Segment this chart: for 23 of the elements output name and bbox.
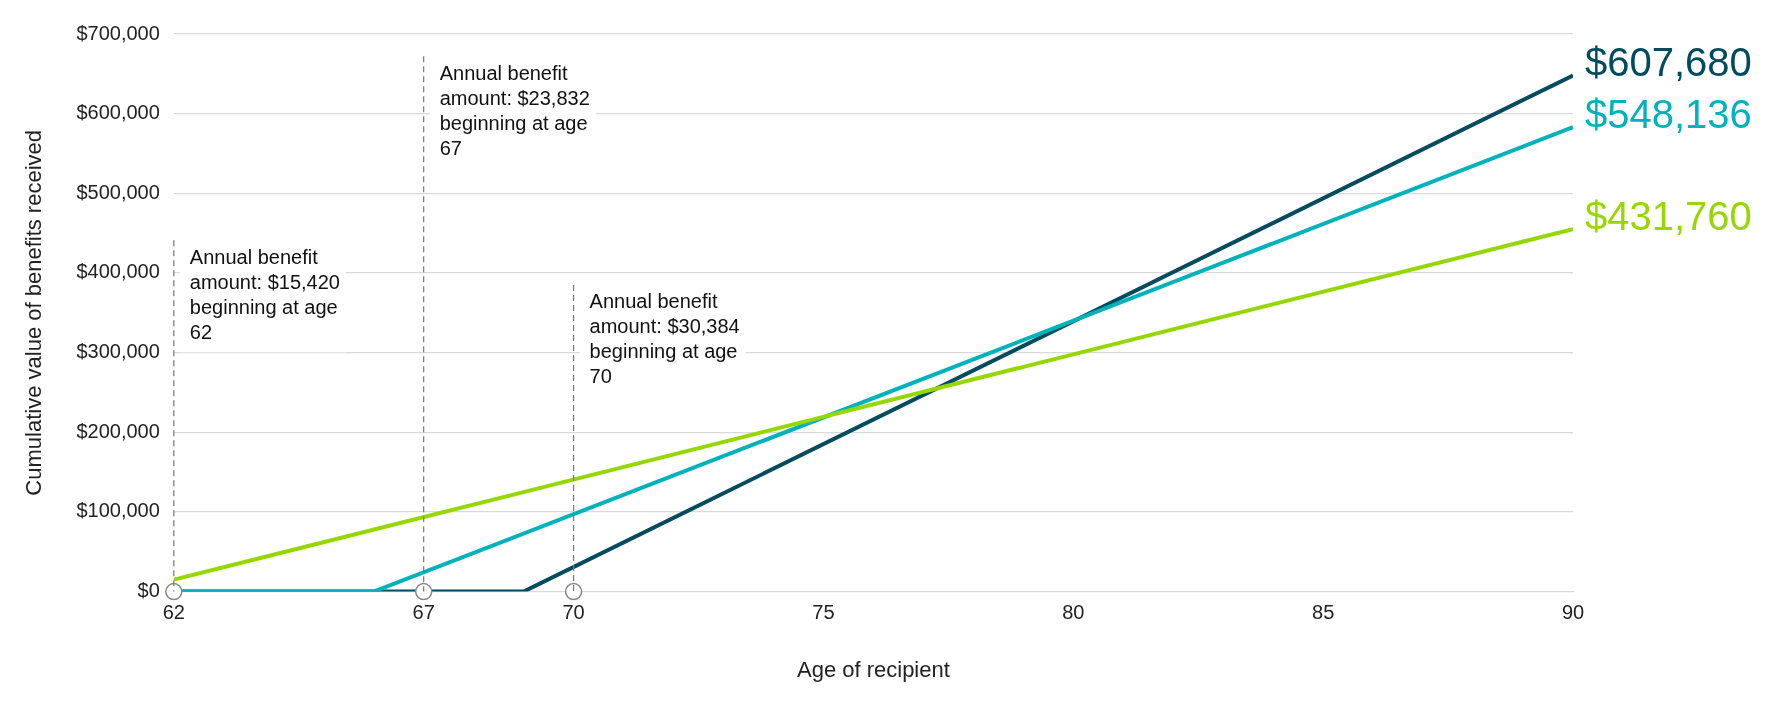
x-tick-label: 75 <box>812 601 835 624</box>
text: $607,680 <box>1585 40 1752 85</box>
x-tick-label: 70 <box>562 601 585 624</box>
y-axis-title: Cumulative value of benefits received <box>21 129 47 496</box>
x-tick-label: 62 <box>162 601 185 624</box>
y-tick-label: $700,000 <box>76 21 160 44</box>
x-tick-label: 80 <box>1062 601 1085 624</box>
y-tick-label: $300,000 <box>76 340 160 363</box>
y-tick-label: $600,000 <box>76 101 160 124</box>
text: $548,136 <box>1585 92 1752 137</box>
y-tick-label: $200,000 <box>76 419 160 442</box>
y-tick-label: $100,000 <box>76 499 160 522</box>
x-axis-title: Age of recipient <box>796 656 950 682</box>
x-tick-label: 90 <box>1561 601 1585 624</box>
text: $431,760 <box>1585 194 1752 239</box>
ref-line-label: Annual benefit amount: $23,832 beginning at age 67 <box>439 61 590 159</box>
ref-line-label: Annual benefit amount: $15,420 beginning at age 62 <box>189 245 340 343</box>
x-tick-label: 67 <box>412 601 435 624</box>
x-tick-label: 85 <box>1312 601 1335 624</box>
y-tick-label: $500,000 <box>76 180 160 203</box>
y-tick-label: $0 <box>137 579 160 602</box>
y-tick-label: $400,000 <box>76 260 160 283</box>
ref-line-label: Annual benefit amount: $30,384 beginning at age 70 <box>589 290 740 388</box>
